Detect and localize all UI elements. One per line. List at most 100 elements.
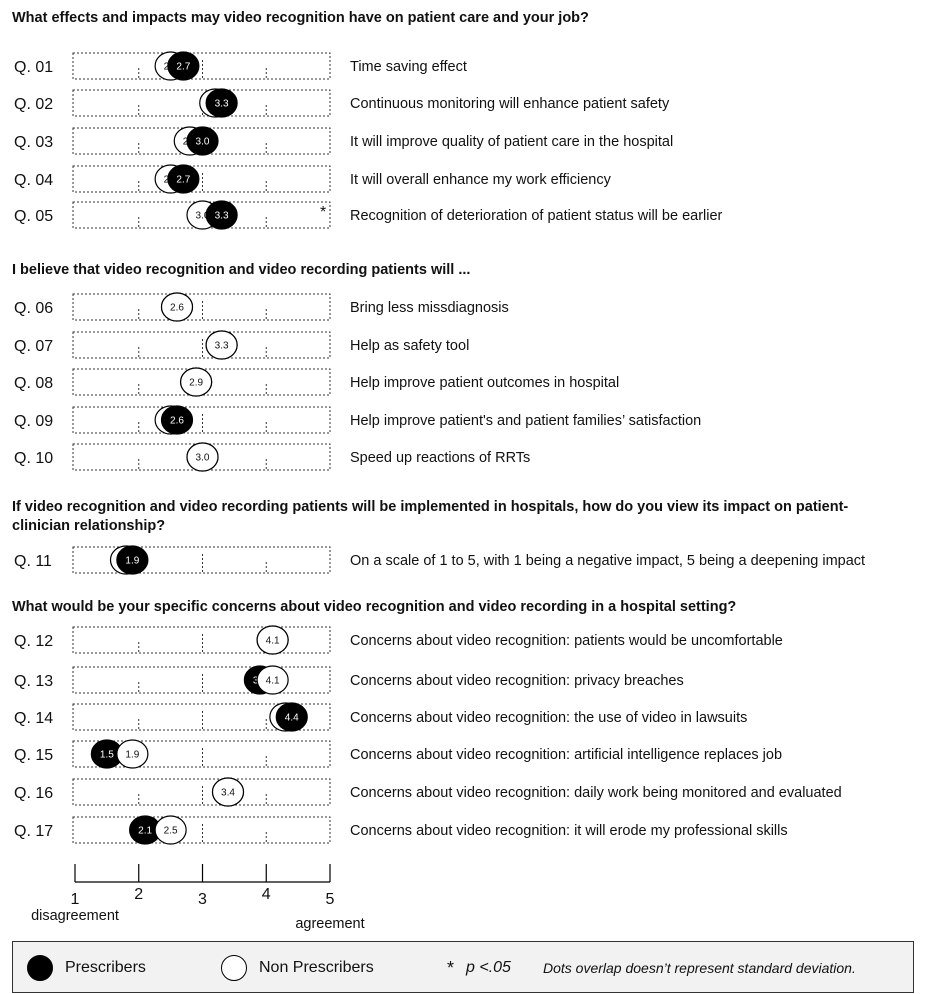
question-text: Speed up reactions of RRTs: [350, 450, 530, 466]
non-prescriber-value-label: 3.0: [196, 211, 210, 222]
prescriber-point: [160, 405, 194, 435]
legend-note: Dots overlap doesn’t represent standard …: [543, 960, 856, 976]
question-number: Q. 14: [14, 710, 53, 727]
response-bar: [72, 778, 331, 806]
non-prescriber-point: [256, 625, 289, 655]
question-text: Time saving effect: [350, 59, 467, 75]
non-prescriber-point: [205, 330, 238, 360]
section-heading: What effects and impacts may video recog…: [12, 10, 589, 26]
non-prescriber-point: [186, 442, 219, 472]
prescriber-point: [167, 51, 200, 81]
prescriber-value-label: 2.7: [176, 175, 190, 186]
prescriber-point: [186, 126, 219, 156]
question-number: Q. 17: [14, 823, 53, 840]
significance-label: p <.05: [466, 959, 511, 976]
non-prescriber-value-label: 3.3: [215, 341, 229, 352]
x-tick-label: 2: [134, 886, 143, 903]
non-prescriber-point: [211, 777, 245, 807]
response-bar: [72, 626, 331, 654]
open-circle-icon: [221, 955, 247, 981]
question-text: Concerns about video recognition: the us…: [350, 710, 747, 726]
non-prescriber-value-label: 1.9: [125, 750, 139, 761]
x-tick-label: 3: [198, 891, 207, 908]
question-text: On a scale of 1 to 5, with 1 being a neg…: [350, 553, 865, 569]
legend-item-note: Dots overlap doesn’t represent standard …: [543, 942, 856, 994]
x-tick-label: 4: [262, 886, 271, 903]
question-text: Bring less missdiagnosis: [350, 300, 509, 316]
response-bar: [72, 89, 331, 117]
significance-asterisk: *: [447, 957, 455, 978]
non-prescriber-value-label: 4.1: [266, 676, 280, 687]
x-max-label: agreement: [295, 916, 364, 932]
response-bar: [72, 666, 331, 694]
question-number: Q. 08: [14, 375, 53, 392]
response-bar: [72, 740, 331, 768]
prescriber-value-label: 2.6: [170, 416, 184, 427]
section-heading: What would be your specific concerns abo…: [12, 599, 736, 615]
x-tick-label: 1: [71, 891, 80, 908]
question-number: Q. 04: [14, 172, 53, 189]
prescriber-value-label: 3.3: [215, 211, 229, 222]
prescriber-point: [167, 164, 200, 194]
prescriber-point: [205, 88, 238, 118]
question-text: It will overall enhance my work efficien…: [350, 172, 612, 188]
question-number: Q. 10: [14, 450, 53, 467]
question-text: Concerns about video recognition: daily …: [350, 785, 842, 801]
non-prescriber-point: [154, 815, 187, 845]
question-number: Q. 09: [14, 413, 53, 430]
question-text: Concerns about video recognition: patien…: [350, 633, 783, 649]
non-prescriber-point: [116, 739, 149, 769]
question-text: Concerns about video recognition: it wil…: [350, 823, 788, 839]
x-tick-label: 5: [326, 891, 335, 908]
x-min-label: disagreement: [31, 908, 119, 924]
question-number: Q. 16: [14, 785, 53, 802]
question-text: Help improve patient's and patient famil…: [350, 413, 701, 429]
legend-item-significance: * p <.05: [447, 942, 511, 994]
survey-dot-chart: What effects and impacts may video recog…: [12, 10, 865, 932]
legend-label-prescribers: Prescribers: [65, 959, 146, 976]
response-bar: [72, 703, 331, 731]
question-number: Q. 15: [14, 747, 53, 764]
response-bar: [72, 816, 331, 844]
non-prescriber-value-label: 3.0: [196, 453, 210, 464]
prescriber-point: [205, 200, 238, 230]
question-number: Q. 13: [14, 673, 53, 690]
section-heading: If video recognition and video recording…: [12, 499, 848, 515]
question-number: Q. 12: [14, 633, 53, 650]
prescriber-value-label: 3.0: [196, 137, 210, 148]
prescriber-point: [275, 702, 308, 732]
legend-label-non-prescribers: Non Prescribers: [259, 959, 374, 976]
question-text: Recognition of deterioration of patient …: [350, 208, 723, 224]
response-bar: [72, 406, 331, 434]
question-number: Q. 02: [14, 96, 53, 113]
prescriber-value-label: 1.5: [100, 750, 114, 761]
non-prescriber-point: [256, 665, 289, 695]
response-bar: [72, 331, 331, 359]
legend-item-non-prescribers: Non Prescribers: [221, 942, 374, 994]
question-text: Continuous monitoring will enhance patie…: [350, 96, 670, 112]
question-text: Help improve patient outcomes in hospita…: [350, 375, 619, 391]
section-heading-line2: clinician relationship?: [12, 518, 165, 534]
prescriber-value-label: 1.9: [125, 556, 139, 567]
response-bar: [72, 165, 331, 193]
section-heading: I believe that video recognition and vid…: [12, 262, 470, 278]
significance-marker: *: [320, 204, 326, 221]
question-number: Q. 05: [14, 208, 53, 225]
prescriber-value-label: 3.3: [215, 99, 229, 110]
question-number: Q. 01: [14, 59, 53, 76]
non-prescriber-value-label: 4.1: [266, 636, 280, 647]
response-bar: [72, 52, 331, 80]
non-prescriber-point: [160, 292, 194, 322]
non-prescriber-value-label: 2.9: [189, 378, 203, 389]
filled-circle-icon: [27, 955, 53, 981]
non-prescriber-value-label: 3.4: [221, 788, 235, 799]
non-prescriber-value-label: 2.6: [170, 303, 184, 314]
question-number: Q. 06: [14, 300, 53, 317]
prescriber-value-label: 2.1: [138, 826, 152, 837]
non-prescriber-value-label: 2.5: [164, 826, 178, 837]
question-number: Q. 03: [14, 134, 53, 151]
question-text: Help as safety tool: [350, 338, 469, 354]
prescriber-value-label: 4.4: [285, 713, 299, 724]
question-text: Concerns about video recognition: privac…: [350, 673, 684, 689]
legend: Prescribers Non Prescribers * p <.05 Dot…: [12, 941, 914, 993]
